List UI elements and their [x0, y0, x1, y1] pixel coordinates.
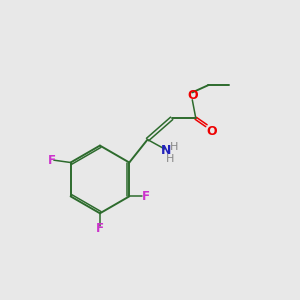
Text: F: F [48, 154, 56, 167]
Text: H: H [170, 142, 178, 152]
Text: O: O [187, 89, 198, 103]
Text: F: F [96, 222, 104, 236]
Text: O: O [206, 125, 217, 138]
Text: N: N [160, 144, 171, 157]
Text: H: H [166, 154, 174, 164]
Text: F: F [142, 190, 150, 203]
